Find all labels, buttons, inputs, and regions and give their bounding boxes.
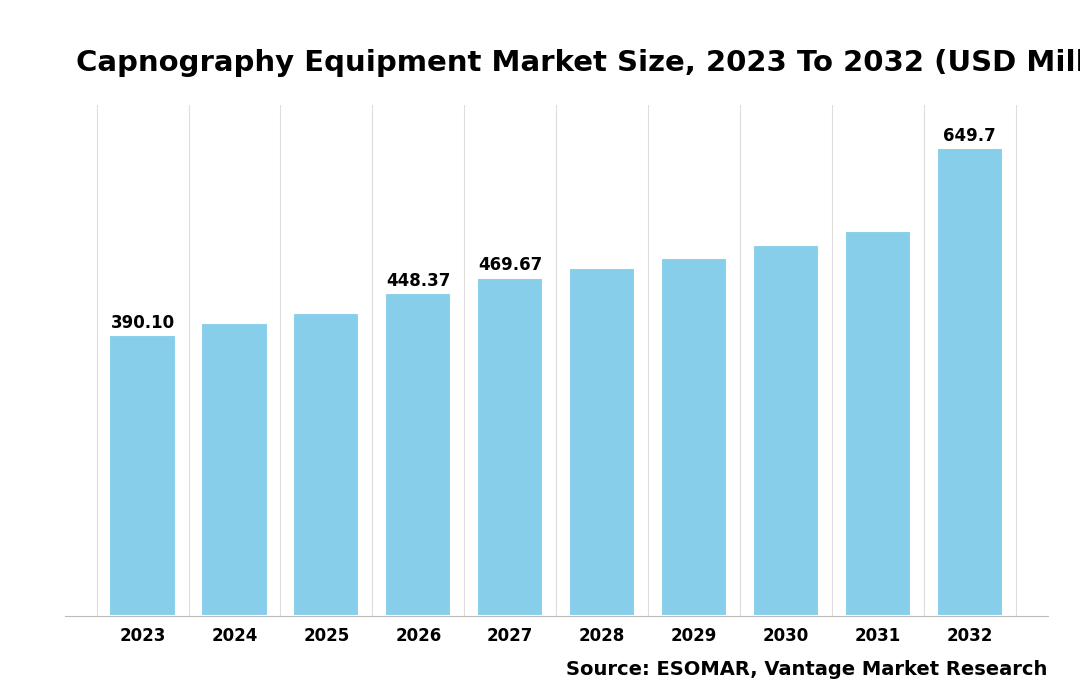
Bar [386, 293, 451, 616]
Bar [661, 258, 727, 616]
Text: 448.37: 448.37 [387, 272, 450, 290]
Bar [753, 244, 819, 616]
Bar [936, 148, 1003, 616]
Bar [477, 278, 543, 616]
Bar [845, 231, 912, 616]
Text: 469.67: 469.67 [478, 256, 542, 274]
Text: 390.10: 390.10 [110, 314, 175, 332]
Bar [569, 268, 635, 616]
Bar [201, 323, 268, 616]
Text: Capnography Equipment Market Size, 2023 To 2032 (USD Million): Capnography Equipment Market Size, 2023 … [76, 49, 1080, 77]
Text: 649.7: 649.7 [944, 127, 996, 145]
Bar [294, 313, 360, 616]
Text: Source: ESOMAR, Vantage Market Research: Source: ESOMAR, Vantage Market Research [566, 660, 1048, 679]
Bar [109, 335, 176, 616]
